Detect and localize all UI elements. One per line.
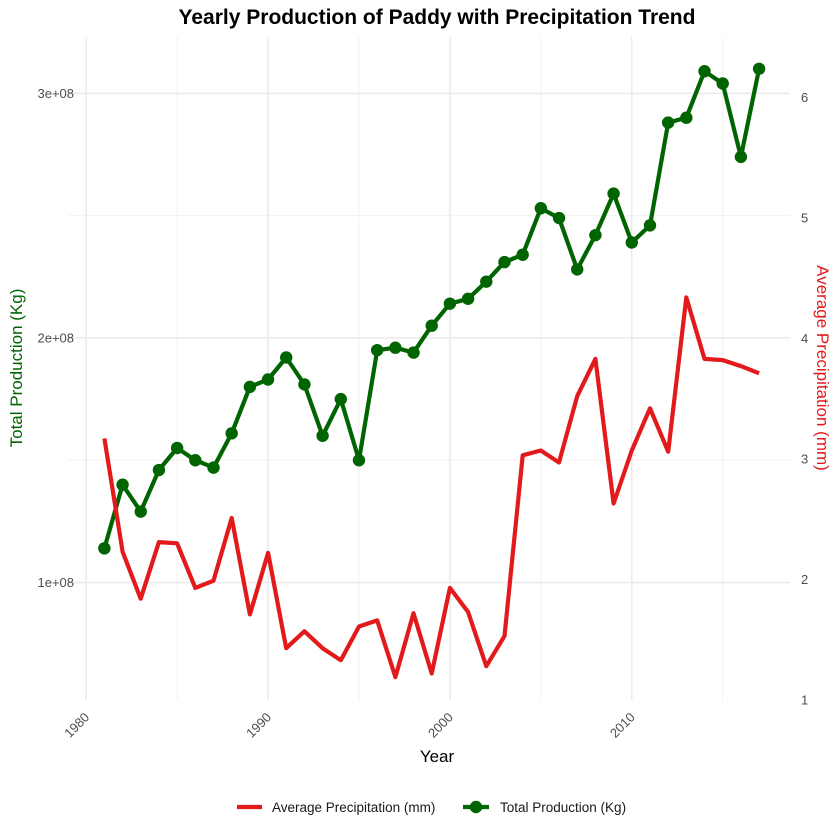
production-point [334,392,347,406]
y-right-tick-label: 5 [801,210,808,225]
production-point [607,187,620,200]
legend: Average Precipitation (mm) Total Producti… [237,800,626,815]
production-point [552,211,566,225]
legend-key-production-point [469,800,483,814]
production-point [298,378,311,391]
production-point [625,236,638,249]
production-point [316,429,329,442]
x-tick-label: 2010 [607,710,638,741]
production-point [98,542,111,555]
production-point [189,454,202,467]
production-point [170,441,184,455]
y-right-tick-label: 1 [801,693,808,708]
y-right-tick-label: 3 [801,451,808,466]
x-tick-label: 1990 [243,710,274,741]
production-point [480,275,493,288]
y-left-axis-title: Total Production (Kg) [7,289,26,448]
y-right-axis-title: Average Precipitation (mm) [813,265,832,471]
production-point [425,319,438,332]
y-right-tick-label: 2 [801,572,808,587]
y-right-tick-label: 6 [801,90,808,105]
production-point [661,116,675,129]
chart-title: Yearly Production of Paddy with Precipit… [179,6,696,29]
production-point [116,478,129,491]
production-point [243,380,257,394]
series [98,62,766,680]
legend-label-production: Total Production (Kg) [500,800,626,815]
production-point [698,65,711,78]
production-point [370,343,384,357]
legend-label-precipitation: Average Precipitation (mm) [272,800,435,815]
y-left-tick-label: 3e+08 [37,86,74,101]
production-point [716,77,729,90]
y-left-tick-label: 2e+08 [37,330,74,345]
x-tick-label: 1980 [61,710,92,741]
production-point [680,111,693,124]
production-point [225,427,238,440]
production-point [461,292,475,305]
production-point [443,297,457,310]
production-point [280,351,293,364]
production-point [498,255,511,269]
production-point [389,341,402,354]
production-point [643,219,657,232]
y-left-tick-label: 1e+08 [37,575,74,590]
production-point [407,346,420,359]
production-point [589,228,602,242]
precipitation-line [102,295,760,680]
production-point [152,463,166,477]
production-point [352,454,366,467]
production-point [534,202,548,215]
production-point [752,62,766,76]
production-point [134,505,147,518]
production-point [207,461,220,474]
production-point [516,248,529,261]
production-point [571,263,584,276]
production-point [734,150,748,164]
x-axis-title: Year [420,747,455,766]
y-right-tick-label: 4 [801,331,808,346]
x-tick-label: 2000 [425,710,456,741]
production-point [261,373,275,386]
production-line [102,68,762,549]
grid [68,37,790,700]
